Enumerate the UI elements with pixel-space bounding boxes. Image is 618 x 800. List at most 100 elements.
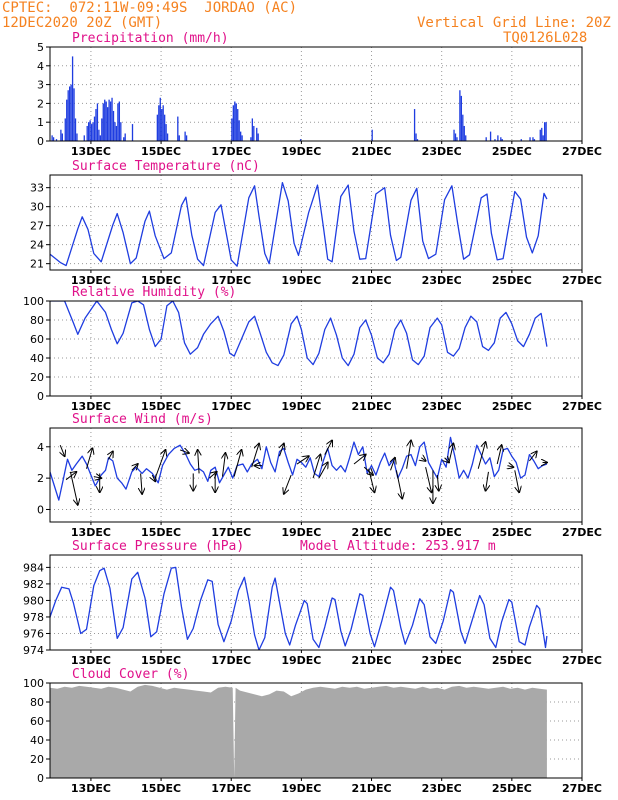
y-tick-label: 4 xyxy=(37,60,44,73)
precip-bar xyxy=(69,86,71,141)
precip-bar xyxy=(185,135,188,141)
wind-arrow xyxy=(395,470,402,498)
wind-arrow xyxy=(528,452,536,462)
precip-bar xyxy=(71,56,74,141)
precip-bar xyxy=(497,135,499,141)
precip-bar xyxy=(74,118,77,141)
x-tick-label: 13DEC xyxy=(71,274,111,287)
wind-arrow xyxy=(284,474,292,494)
precip-bar xyxy=(299,139,302,141)
precip-bar xyxy=(104,99,106,141)
x-tick-label: 21DEC xyxy=(352,526,392,539)
precip-bar xyxy=(55,139,58,141)
y-tick-label: 2 xyxy=(37,97,44,110)
precip-bar xyxy=(413,109,416,141)
y-tick-label: 5 xyxy=(37,41,44,54)
x-tick-label: 19DEC xyxy=(281,145,321,158)
precip-bar xyxy=(240,131,242,141)
wind-arrow xyxy=(514,470,519,492)
x-tick-label: 19DEC xyxy=(281,400,321,413)
wind-arrow xyxy=(152,475,155,481)
wind-arrow xyxy=(363,466,373,475)
precip-bar xyxy=(164,114,166,141)
precip-bar xyxy=(253,125,255,141)
x-tick-label: 25DEC xyxy=(492,782,532,795)
x-tick-label: 13DEC xyxy=(71,654,111,667)
x-tick-label: 19DEC xyxy=(281,654,321,667)
x-tick-label: 25DEC xyxy=(492,654,532,667)
y-tick-label: 976 xyxy=(23,627,44,640)
x-tick-label: 13DEC xyxy=(71,782,111,795)
x-tick-label: 17DEC xyxy=(211,400,251,413)
y-tick-label: 30 xyxy=(30,201,44,214)
precip-bar xyxy=(539,129,541,141)
panel-temp: 21 24 27 30 33 13DEC 15DEC 17DEC 19DEC 21DEC 23DEC… xyxy=(30,159,602,287)
wind-arrow xyxy=(69,471,77,505)
data-cloud xyxy=(50,684,547,778)
data-pressure xyxy=(50,566,548,650)
x-tick-label: 23DEC xyxy=(422,274,462,287)
header-code: TQ0126L028 xyxy=(503,30,588,46)
wind-arrow xyxy=(251,444,259,468)
precip-bar xyxy=(465,135,467,141)
precip-bar xyxy=(83,135,85,141)
x-tick-label: 19DEC xyxy=(281,782,321,795)
precip-bar xyxy=(52,137,55,141)
precip-bar xyxy=(178,135,180,141)
precip-bar xyxy=(92,122,94,141)
header-date: 12DEC2020 20Z (GMT) xyxy=(2,15,163,31)
x-tick-label: 17DEC xyxy=(211,526,251,539)
precip-bar xyxy=(462,114,464,141)
y-tick-label: 984 xyxy=(23,561,44,574)
precip-bar xyxy=(86,125,88,141)
x-tick-label: 21DEC xyxy=(352,400,392,413)
wind-arrow xyxy=(477,442,485,469)
precip-bar xyxy=(541,127,543,141)
precip-bar xyxy=(485,137,487,141)
precip-bar xyxy=(111,97,113,141)
precip-bar xyxy=(107,107,109,141)
y-tick-label: 100 xyxy=(23,295,44,308)
wind-arrow xyxy=(448,444,453,463)
precip-bar xyxy=(159,97,161,141)
precip-bar xyxy=(520,139,522,141)
precip-bar xyxy=(251,118,254,141)
x-tick-label: 27DEC xyxy=(562,145,602,158)
precip-bar xyxy=(235,103,237,141)
x-tick-label: 19DEC xyxy=(281,274,321,287)
wind-arrow xyxy=(154,450,165,479)
header-line1: CPTEC: 072:11W-09:49S JORDAO (AC) xyxy=(2,0,298,16)
precip-bar xyxy=(460,95,463,141)
x-tick-label: 13DEC xyxy=(71,400,111,413)
precip-bar xyxy=(156,114,159,141)
precip-bar xyxy=(256,127,258,141)
panel-rh: 0 20 40 60 80 100 13DEC 15DEC 17DEC 19DEC 21DEC 23D… xyxy=(23,285,602,413)
wind-arrow xyxy=(86,448,93,469)
x-tick-label: 23DEC xyxy=(422,145,462,158)
y-tick-label: 100 xyxy=(23,677,44,690)
x-tick-label: 15DEC xyxy=(141,400,181,413)
wind-arrow xyxy=(141,473,142,493)
precip-bar xyxy=(124,133,126,141)
x-tick-label: 21DEC xyxy=(352,145,392,158)
y-tick-label: 0 xyxy=(37,503,44,516)
data-precip xyxy=(51,56,547,141)
precip-bar xyxy=(231,118,233,141)
precip-bar xyxy=(416,139,419,141)
x-tick-label: 15DEC xyxy=(141,654,181,667)
chart-title-wind: Surface Wind (m/s) xyxy=(72,412,213,427)
precip-bar xyxy=(241,135,243,141)
precip-bar xyxy=(162,105,164,141)
wind-arrow xyxy=(108,452,112,460)
x-tick-label: 21DEC xyxy=(352,654,392,667)
panel-wind: 0 2 4 13DEC 15DEC 17DEC 19DEC 21DEC 23DEC 25DEC 27… xyxy=(37,412,602,539)
x-tick-label: 21DEC xyxy=(352,274,392,287)
precip-bar xyxy=(64,118,66,141)
precip-bar xyxy=(118,101,121,141)
y-tick-label: 20 xyxy=(30,753,44,766)
y-tick-label: 4 xyxy=(37,441,44,454)
wind-arrow xyxy=(391,458,395,471)
y-tick-label: 21 xyxy=(30,258,44,271)
wind-arrow xyxy=(425,467,432,492)
x-tick-label: 23DEC xyxy=(422,654,462,667)
